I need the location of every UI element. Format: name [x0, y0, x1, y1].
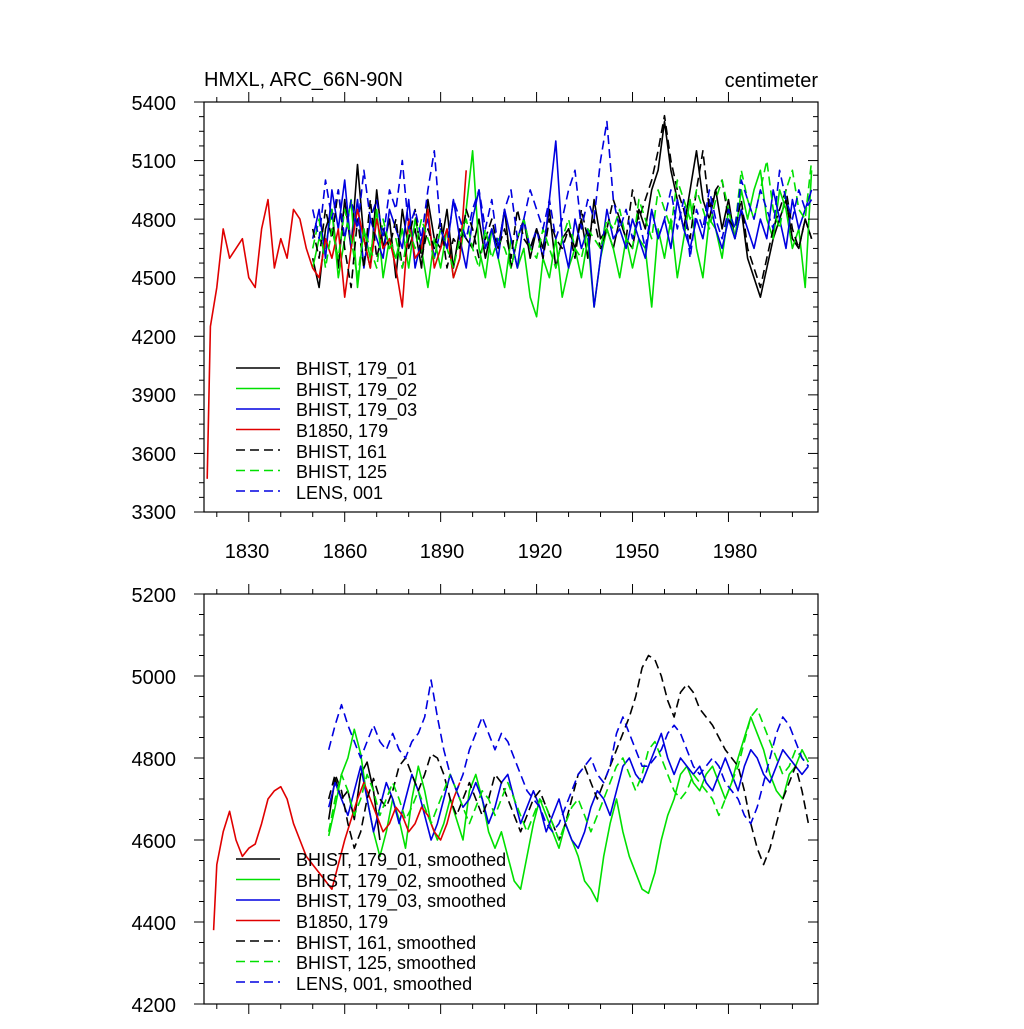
- bottom-legend-label: LENS, 001, smoothed: [296, 974, 472, 994]
- top-x-tick-label: 1830: [225, 541, 270, 563]
- top-y-tick-label: 4800: [132, 210, 177, 232]
- top-legend-label: BHIST, 125: [296, 462, 387, 482]
- bottom-y-tick-label: 5200: [132, 585, 177, 607]
- bottom-series-bhist-179-03-smoothed: [327, 732, 810, 850]
- top-legend-label: B1850, 179: [296, 421, 388, 441]
- top-legend-label: BHIST, 179_03: [296, 400, 417, 421]
- top-plot-area: [194, 92, 819, 522]
- top-legend-label: BHIST, 161: [296, 442, 387, 462]
- bottom-y-tick-label: 4600: [132, 831, 177, 853]
- bottom-y-tick-label: 4400: [132, 913, 177, 935]
- top-y-tick-label: 5100: [132, 151, 177, 173]
- top-legend-label: BHIST, 179_01: [296, 359, 417, 380]
- top-y-tick-label: 4500: [132, 268, 177, 290]
- top-x-tick-label: 1920: [518, 541, 563, 563]
- top-series-group: [206, 114, 813, 479]
- top-chart-units: centimeter: [725, 70, 819, 92]
- top-y-tick-labels: 5400 5100 4800 4500 4200 3900 3600 3300: [132, 93, 177, 524]
- bottom-legend-label: BHIST, 161, smoothed: [296, 933, 476, 953]
- bottom-legend-label: B1850, 179: [296, 912, 388, 932]
- bottom-legend-label: BHIST, 179_03, smoothed: [296, 891, 506, 912]
- top-x-tick-label: 1890: [420, 541, 465, 563]
- top-y-tick-label: 3600: [132, 444, 177, 466]
- top-y-tick-label: 3900: [132, 385, 177, 407]
- top-chart-title: HMXL, ARC_66N-90N: [204, 69, 403, 91]
- top-x-tick-label: 1860: [323, 541, 368, 563]
- bottom-series-lens-001-smoothed: [327, 679, 810, 833]
- bottom-legend-label: BHIST, 179_02, smoothed: [296, 871, 506, 892]
- bottom-legend-label: BHIST, 179_01, smoothed: [296, 850, 506, 871]
- top-legend-label: BHIST, 179_02: [296, 380, 417, 401]
- top-y-tick-label: 4200: [132, 327, 177, 349]
- bottom-series-group: [212, 654, 810, 931]
- bottom-plot-area: [194, 584, 819, 1014]
- bottom-y-tick-label: 4800: [132, 749, 177, 771]
- bottom-series-bhist-125-smoothed: [327, 707, 810, 841]
- top-series-bhist-161: [311, 114, 813, 289]
- bottom-series-b1850-179: [212, 781, 461, 931]
- top-x-tick-label: 1980: [713, 541, 758, 563]
- bottom-legend: BHIST, 179_01, smoothed BHIST, 179_02, s…: [296, 850, 506, 994]
- top-y-tick-label: 3300: [132, 502, 177, 524]
- top-series-lens-001: [311, 120, 813, 260]
- top-y-tick-label: 5400: [132, 93, 177, 115]
- top-x-tick-label: 1950: [615, 541, 660, 563]
- bottom-legend-label: BHIST, 125, smoothed: [296, 953, 476, 973]
- bottom-series-bhist-179-01-smoothed: [327, 761, 381, 841]
- bottom-y-tick-label: 4200: [132, 995, 177, 1017]
- top-x-tick-labels: 1830 1860 1890 1920 1950 1980: [225, 541, 758, 563]
- bottom-y-tick-labels: 5200 5000 4800 4600 4400 4200: [132, 585, 177, 1017]
- bottom-series-bhist-161-smoothed: [327, 654, 810, 866]
- top-legend: BHIST, 179_01 BHIST, 179_02 BHIST, 179_0…: [296, 359, 417, 503]
- bottom-y-tick-label: 5000: [132, 667, 177, 689]
- top-legend-label: LENS, 001: [296, 483, 383, 503]
